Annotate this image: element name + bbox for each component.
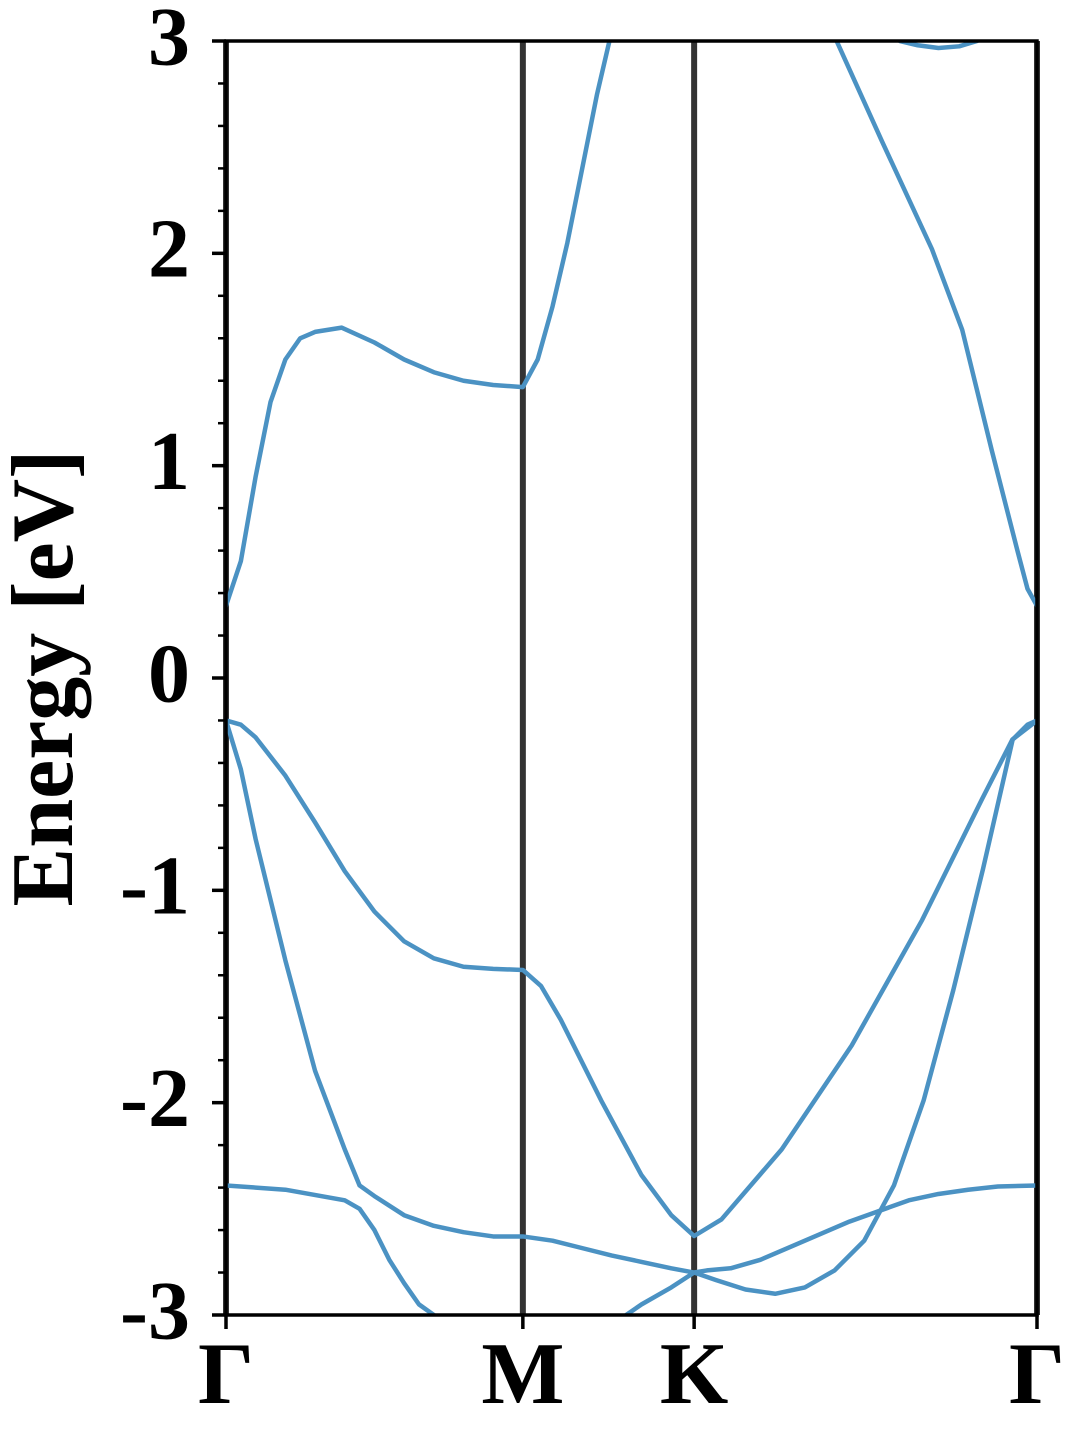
band-line — [226, 1183, 1037, 1315]
y-tick-label: 0 — [148, 627, 190, 720]
band-line — [834, 41, 1037, 609]
band-line — [226, 41, 612, 609]
x-tick-label: M — [481, 1326, 564, 1423]
bands — [226, 41, 1037, 1315]
ticks: -3 -2 -1 0 1 2 3 Γ M K Γ — [120, 0, 1065, 1423]
y-axis-label: Energy [eV] — [0, 450, 92, 907]
x-tick-label: Γ — [198, 1326, 254, 1423]
y-tick-label: 2 — [148, 203, 190, 296]
x-tick-label: Γ — [1009, 1326, 1065, 1423]
band-line — [897, 41, 980, 51]
y-tick-label: 3 — [148, 0, 190, 83]
band-line — [226, 718, 1037, 1297]
x-tick-label: K — [660, 1326, 728, 1423]
y-tick-label: -3 — [120, 1264, 190, 1357]
band-line — [226, 718, 1037, 1239]
y-tick-label: -1 — [120, 840, 190, 933]
y-tick-label: -2 — [120, 1052, 190, 1145]
y-tick-label: 1 — [148, 415, 190, 508]
